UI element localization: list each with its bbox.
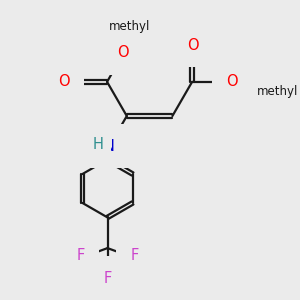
Text: O: O xyxy=(187,38,199,52)
Text: F: F xyxy=(103,271,112,286)
Text: H: H xyxy=(92,137,103,152)
Text: F: F xyxy=(76,248,85,262)
Text: O: O xyxy=(58,74,69,89)
Text: O: O xyxy=(226,74,238,89)
Text: O: O xyxy=(117,45,129,60)
Text: N: N xyxy=(104,139,115,154)
Text: F: F xyxy=(130,248,139,262)
Text: methyl: methyl xyxy=(257,85,298,98)
Text: methyl: methyl xyxy=(109,20,150,33)
